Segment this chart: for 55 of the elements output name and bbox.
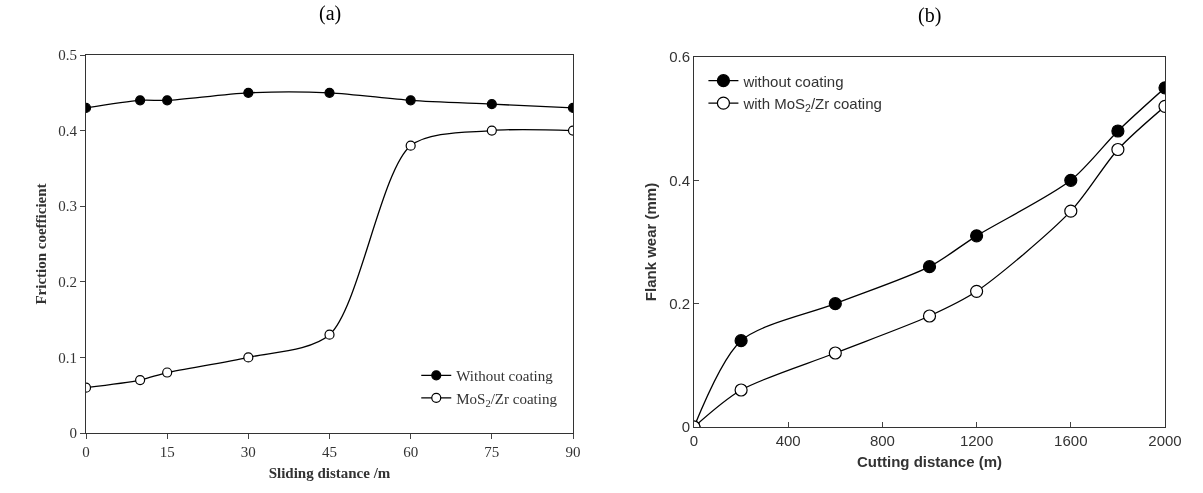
point: [486, 99, 497, 110]
y-tick-label: 0.3: [58, 198, 77, 215]
point: [243, 352, 254, 363]
y-tick-label: 0.1: [58, 349, 77, 366]
point: [734, 383, 748, 397]
point: [970, 229, 984, 243]
y-tick-label: 0.2: [58, 274, 77, 291]
x-tick-label: 400: [775, 432, 801, 449]
legend-label: Without coating: [456, 368, 554, 385]
y-tick-label: 0.5: [58, 47, 77, 64]
legend-label: MoS$_{2}$/Zr coating: [456, 390, 558, 409]
x-axis-title: Cutting distance (m): [857, 453, 1002, 470]
y-tick-label: 0: [681, 418, 690, 436]
x-tick-label: 45: [322, 444, 337, 460]
point: [405, 140, 416, 151]
point: [162, 95, 173, 106]
x-tick-label: 0: [82, 444, 90, 460]
y-tick-label: 0.2: [669, 294, 690, 312]
chart-title: (b): [918, 4, 942, 27]
point: [135, 374, 146, 386]
x-tick-label: 1200: [959, 432, 994, 449]
x-tick-label: 2000: [1148, 432, 1182, 449]
point: [243, 87, 254, 98]
y-tick-label: 0.6: [669, 48, 690, 66]
point: [486, 125, 497, 136]
y-tick-label: 0.4: [669, 171, 690, 189]
x-tick-label: 1600: [1054, 432, 1088, 449]
legend-label: without coating: [742, 72, 844, 90]
x-tick-label: 800: [869, 432, 895, 449]
point: [1111, 124, 1125, 138]
x-axis-title: Sliding distance /m: [268, 465, 391, 481]
point: [324, 87, 335, 98]
y-tick-label: 0.4: [58, 122, 78, 139]
point: [1064, 173, 1078, 187]
point: [828, 297, 842, 311]
x-tick-label: 60: [403, 444, 419, 460]
point: [922, 260, 937, 274]
point: [135, 95, 146, 106]
x-tick-label: 30: [240, 444, 256, 460]
legend-label: with MoS$_{2}$/Zr coating: [742, 95, 882, 115]
point: [828, 346, 842, 360]
point: [405, 95, 416, 106]
x-tick-label: 75: [484, 444, 500, 460]
y-axis-title: Friction coefficient: [32, 183, 49, 305]
x-tick-label: 15: [159, 444, 175, 460]
chart-title: (a): [319, 2, 342, 25]
point: [1111, 142, 1125, 157]
x-tick-label: 90: [565, 444, 581, 460]
point: [324, 329, 335, 340]
point: [922, 309, 937, 323]
point: [970, 284, 984, 298]
point: [1064, 204, 1078, 218]
y-axis-title: Flank wear (mm): [642, 182, 660, 302]
point: [734, 334, 748, 348]
point: [162, 367, 173, 378]
